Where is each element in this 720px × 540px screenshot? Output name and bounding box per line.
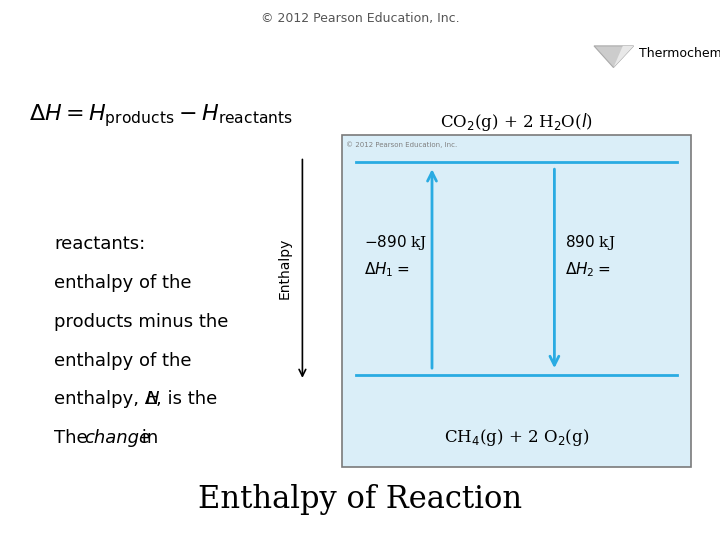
Text: change: change — [84, 429, 150, 447]
Text: $\Delta H_2 =$: $\Delta H_2 =$ — [565, 261, 611, 280]
Bar — [342, 135, 691, 467]
Text: enthalpy of the: enthalpy of the — [54, 352, 192, 369]
Text: , is the: , is the — [156, 390, 217, 408]
Text: $-890$ kJ: $-890$ kJ — [364, 233, 427, 252]
Text: CO$_2$(g) + 2 H$_2$O($l$): CO$_2$(g) + 2 H$_2$O($l$) — [440, 111, 593, 132]
Text: The: The — [54, 429, 94, 447]
Text: $\Delta H_1 =$: $\Delta H_1 =$ — [364, 261, 409, 280]
Text: © 2012 Pearson Education, Inc.: © 2012 Pearson Education, Inc. — [346, 141, 457, 148]
Text: Thermochemistry: Thermochemistry — [639, 48, 720, 60]
Polygon shape — [613, 46, 634, 68]
Text: reactants:: reactants: — [54, 235, 145, 253]
Text: enthalpy, Δ: enthalpy, Δ — [54, 390, 157, 408]
Text: Enthalpy of Reaction: Enthalpy of Reaction — [198, 484, 522, 515]
Text: © 2012 Pearson Education, Inc.: © 2012 Pearson Education, Inc. — [261, 12, 459, 25]
Text: enthalpy of the: enthalpy of the — [54, 274, 192, 292]
Text: $890$ kJ: $890$ kJ — [565, 233, 616, 252]
Text: products minus the: products minus the — [54, 313, 228, 330]
Text: $\Delta H = H_{\mathrm{products}} - H_{\mathrm{reactants}}$: $\Delta H = H_{\mathrm{products}} - H_{\… — [29, 103, 293, 130]
Polygon shape — [594, 46, 634, 68]
Text: H: H — [145, 390, 159, 408]
Text: CH$_4$(g) + 2 O$_2$(g): CH$_4$(g) + 2 O$_2$(g) — [444, 427, 589, 448]
Text: Enthalpy: Enthalpy — [277, 238, 292, 299]
Text: in: in — [136, 429, 158, 447]
